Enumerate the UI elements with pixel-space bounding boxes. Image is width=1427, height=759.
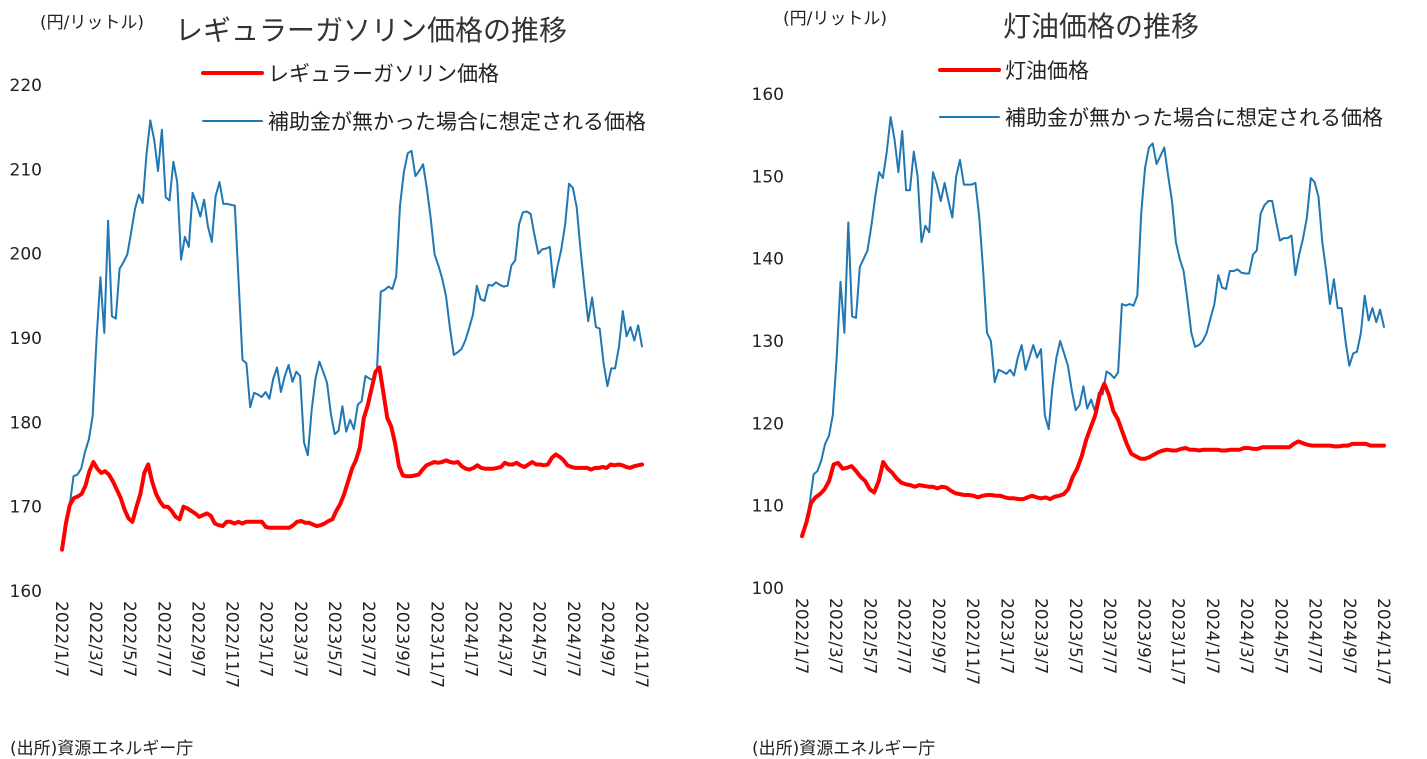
gasoline-y-tick-label: 200 [10,245,42,265]
kerosene-x-tick-label: 2023/9/7 [1133,598,1153,674]
gasoline-x-tick-label: 2024/5/7 [529,601,549,677]
kerosene-x-tick-label: 2023/3/7 [1031,598,1051,674]
gasoline-x-tick-label: 2023/5/7 [324,601,344,677]
kerosene-x-tick-label: 2023/11/7 [1168,598,1188,685]
kerosene-x-tick-label: 2022/3/7 [825,598,845,674]
gasoline-x-tick-label: 2023/11/7 [426,601,446,688]
gasoline-y-tick-label: 180 [10,413,42,433]
gasoline-y-tick-label: 160 [10,582,42,602]
gasoline-series-line-0 [60,365,644,552]
kerosene-y-tick-label: 140 [752,250,784,270]
kerosene-legend-label-0: 灯油価格 [1005,59,1089,83]
kerosene-x-tick-label: 2024/1/7 [1202,598,1222,674]
gasoline-y-tick-label: 220 [10,76,42,96]
gasoline-x-tick-label: 2022/11/7 [222,601,242,688]
kerosene-x-tick-label: 2022/9/7 [928,598,948,674]
kerosene-chart-svg: (円/リットル) 灯油価格の推移 100 110 120 130 140 150 160 2022… [752,9,1393,685]
gasoline-x-tick-label: 2024/1/7 [460,601,480,677]
gasoline-x-tick-label: 2023/3/7 [290,601,310,677]
kerosene-x-tick-label: 2022/11/7 [962,598,982,685]
gasoline-x-tick-label: 2024/9/7 [597,601,617,677]
kerosene-x-tick-label: 2024/9/7 [1339,598,1359,674]
kerosene-x-tick-label: 2023/5/7 [1065,598,1085,674]
gasoline-chart-svg: (円/リットル) レギュラーガソリン価格の推移 160 170 180 190 200 210… [10,13,651,688]
gasoline-x-tick-label: 2023/1/7 [256,601,276,677]
gasoline-chart-title: レギュラーガソリン価格の推移 [175,14,567,47]
kerosene-x-tick-label: 2023/1/7 [996,598,1016,674]
gasoline-y-tick-label: 210 [10,160,42,180]
kerosene-x-tick-label: 2024/11/7 [1373,598,1393,685]
kerosene-series-line-0 [800,381,1386,539]
gasoline-y-tick-label: 190 [10,329,42,349]
kerosene-y-tick-label: 150 [752,167,784,187]
kerosene-series-line-1 [801,116,1385,538]
kerosene-chart-title: 灯油価格の推移 [1003,10,1199,43]
gasoline-x-tick-label: 2022/5/7 [119,601,139,677]
kerosene-y-tick-label: 130 [752,332,784,352]
gasoline-x-tick-label: 2022/1/7 [51,601,71,677]
gasoline-y-tick-label: 170 [10,498,42,518]
gasoline-x-tick-label: 2022/9/7 [187,601,207,677]
gasoline-series-line-1 [61,119,643,551]
gasoline-unit-label: (円/リットル) [40,13,144,33]
kerosene-x-tick-label: 2022/5/7 [859,598,879,674]
gasoline-legend-label-0: レギュラーガソリン価格 [268,62,499,86]
kerosene-legend-label-1: 補助金が無かった場合に想定される価格 [1005,106,1383,130]
gasoline-legend-label-1: 補助金が無かった場合に想定される価格 [268,110,646,134]
kerosene-y-tick-label: 120 [752,414,784,434]
gasoline-x-tick-label: 2023/9/7 [392,601,412,677]
kerosene-x-tick-label: 2022/7/7 [894,598,914,674]
kerosene-y-tick-label: 100 [752,579,784,599]
kerosene-y-tick-label: 160 [752,85,784,105]
kerosene-source-note: (出所)資源エネルギー庁 [752,739,936,759]
gasoline-x-tick-label: 2022/7/7 [153,601,173,677]
kerosene-x-tick-label: 2024/7/7 [1305,598,1325,674]
gasoline-chart-panel: (円/リットル) レギュラーガソリン価格の推移 160 170 180 190 200 210… [0,0,713,759]
gasoline-x-tick-label: 2024/11/7 [631,601,651,688]
kerosene-unit-label: (円/リットル) [783,9,887,29]
kerosene-chart-panel: (円/リットル) 灯油価格の推移 100 110 120 130 140 150 160 2022… [740,0,1427,759]
kerosene-x-tick-label: 2024/3/7 [1236,598,1256,674]
kerosene-x-tick-label: 2023/7/7 [1099,598,1119,674]
kerosene-y-tick-label: 110 [752,497,784,517]
gasoline-x-tick-label: 2022/3/7 [85,601,105,677]
kerosene-x-tick-label: 2024/5/7 [1270,598,1290,674]
gasoline-x-tick-label: 2024/7/7 [563,601,583,677]
gasoline-x-tick-label: 2024/3/7 [495,601,515,677]
gasoline-x-tick-label: 2023/7/7 [358,601,378,677]
gasoline-source-note: (出所)資源エネルギー庁 [10,739,194,759]
kerosene-x-tick-label: 2022/1/7 [791,598,811,674]
